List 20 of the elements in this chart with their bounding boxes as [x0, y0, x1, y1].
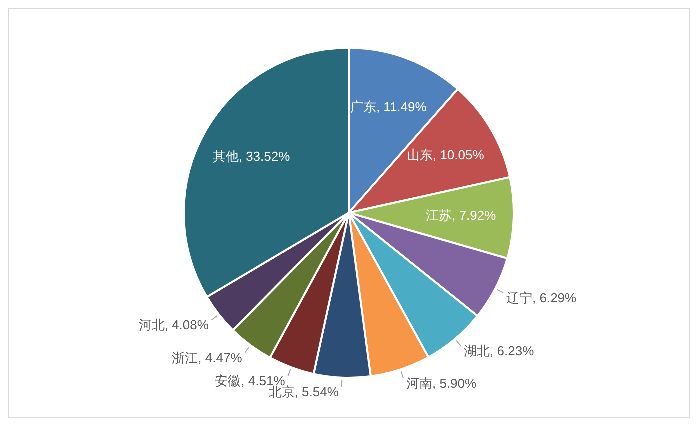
- slice-label: 湖北: [464, 344, 490, 359]
- slice-label: 其他: [212, 149, 239, 164]
- slice-label: 广东: [350, 100, 376, 115]
- data-label: , 5.90%: [432, 376, 478, 391]
- data-label: , 5.54%: [294, 384, 340, 400]
- slice-label: 河北: [138, 318, 165, 333]
- data-label: , 4.47%: [198, 350, 243, 366]
- slice-label: 江苏: [426, 208, 452, 224]
- slice-label: 辽宁: [506, 290, 533, 306]
- data-label: , 11.49%: [376, 100, 428, 115]
- data-label: , 6.23%: [490, 344, 535, 359]
- data-label: , 7.92%: [452, 208, 497, 224]
- data-label: , 33.52%: [238, 149, 291, 164]
- slice-label: 安徽: [215, 374, 242, 389]
- data-label: , 10.05%: [432, 148, 485, 163]
- slice-label: 浙江: [172, 350, 198, 366]
- data-label: , 6.29%: [532, 290, 578, 306]
- slice-label: 河南: [406, 376, 432, 391]
- slice-label: 山东: [406, 148, 433, 163]
- data-label: , 4.08%: [164, 318, 210, 333]
